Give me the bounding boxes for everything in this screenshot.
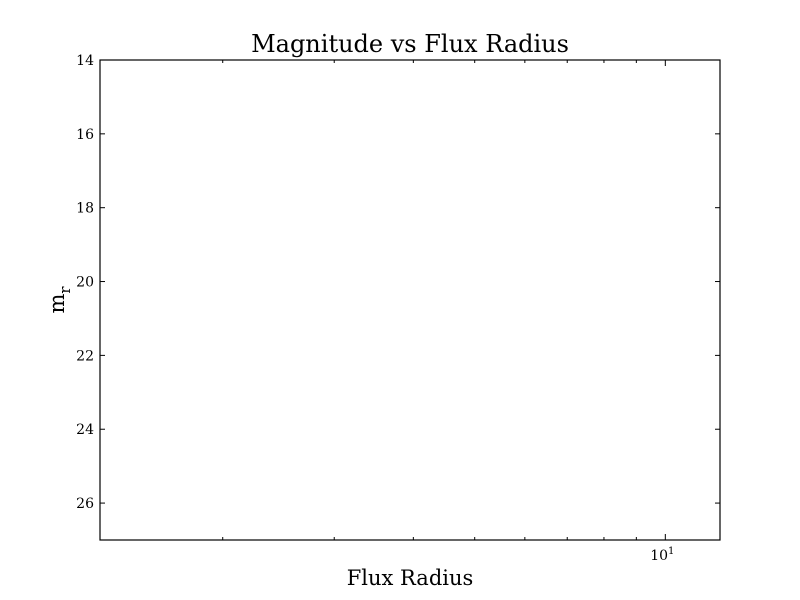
y-tick-label: 14 bbox=[76, 53, 94, 69]
plot-area-frame bbox=[99, 59, 721, 541]
y-axis-label: mr bbox=[45, 286, 74, 314]
y-tick-label: 24 bbox=[76, 422, 94, 438]
x-tick-label: 101 bbox=[650, 546, 674, 564]
y-tick-label: 22 bbox=[76, 348, 94, 364]
y-axis-label-main: m bbox=[45, 294, 69, 314]
x-axis-label: Flux Radius bbox=[347, 566, 474, 590]
y-axis-label-subscript: r bbox=[56, 286, 74, 294]
chart-title: Magnitude vs Flux Radius bbox=[251, 30, 569, 58]
y-tick-label: 20 bbox=[76, 275, 94, 291]
y-tick-label: 18 bbox=[76, 201, 94, 217]
y-axis-ticks: 14 16 18 20 22 24 26 bbox=[76, 53, 720, 512]
x-axis-ticks: 101 bbox=[222, 60, 674, 564]
y-tick-label: 16 bbox=[76, 127, 94, 143]
y-tick-label: 26 bbox=[76, 496, 94, 512]
